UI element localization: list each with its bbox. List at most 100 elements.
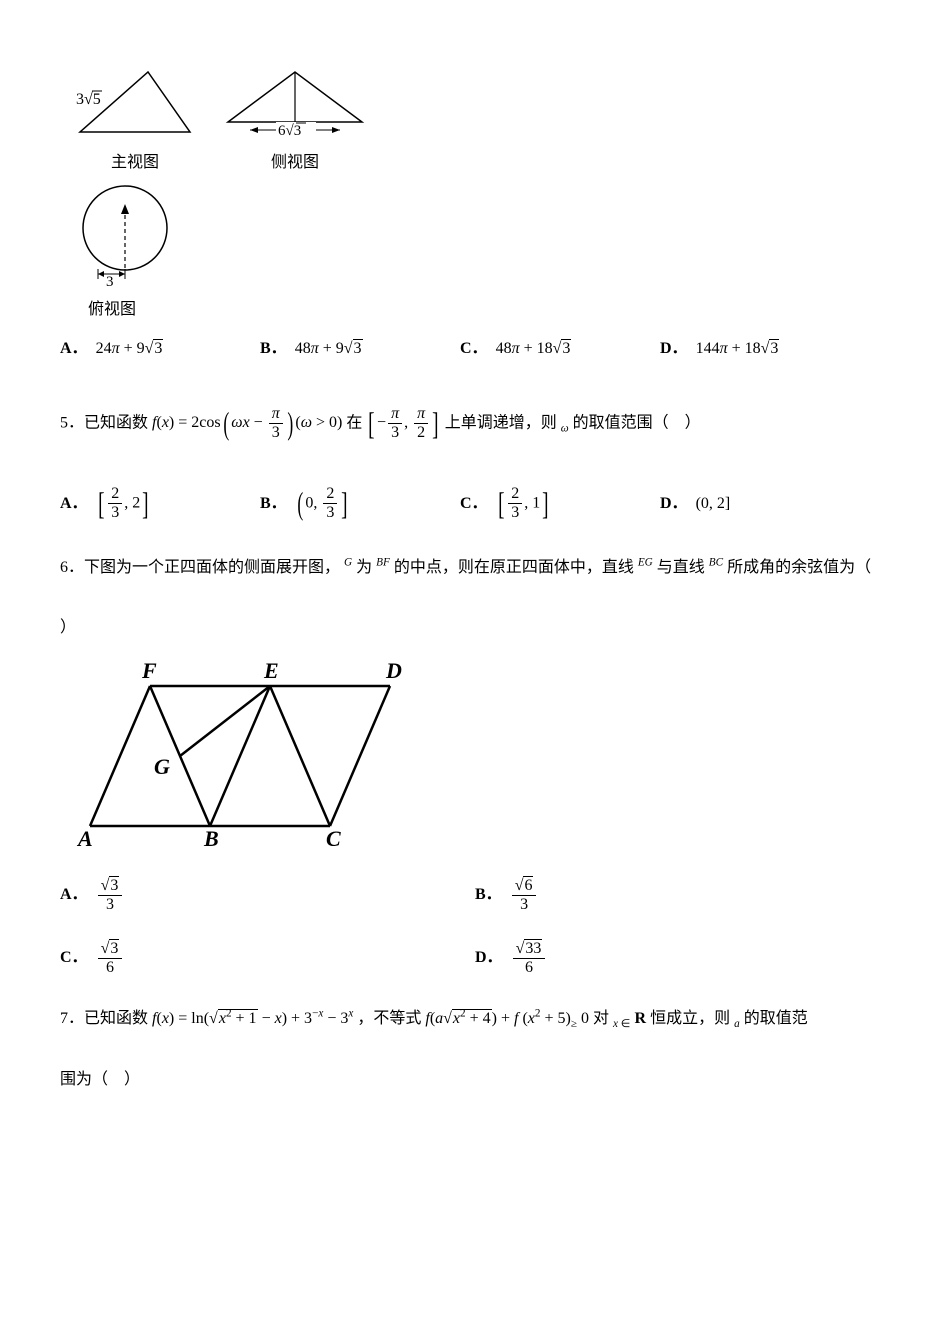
q4-option-c: C． 48π + 183 [460, 339, 660, 360]
label-F: F [141, 658, 157, 683]
q6-stem-line1: 6．下图为一个正四面体的侧面展开图， G 为 BF 的中点，则在原正四面体中，直… [60, 547, 890, 589]
q5-option-a: A． [23, 2] [60, 483, 260, 525]
q5-stem: 5．已知函数 f(x) = 2cos(ωx − π3)(ω > 0) 在 [−π… [60, 382, 890, 465]
q6-options-row2: C． 36 D． 336 [60, 941, 890, 976]
q6-option-b: B． 63 [475, 878, 890, 913]
main-view-caption: 主视图 [70, 153, 200, 174]
q7-text-c: 对 [593, 1010, 609, 1027]
top-view-radius-arrow [121, 204, 129, 214]
q6-close: ） [60, 619, 76, 636]
option-label: B． [475, 885, 502, 906]
option-label: C． [60, 948, 88, 969]
q6-text-c: 的中点，则在原正四面体中，直线 [394, 559, 634, 576]
option-body: 24π + 93 [96, 339, 164, 360]
q7-R: R [635, 1010, 647, 1027]
q5-text-end: 的取值范围（ ） [573, 414, 701, 431]
main-view-svg: 3√5 [70, 60, 200, 142]
q6-diagram-svg: A B C F E D G [70, 656, 450, 856]
option-label: D． [660, 494, 688, 515]
q7-stem-line2: 围为（ ） [60, 1062, 890, 1097]
option-label: A． [60, 339, 88, 360]
option-label: B． [260, 494, 287, 515]
views-top-row: 3√5 主视图 6√3 侧视图 [70, 60, 890, 174]
q7-xinR: x ∈ [613, 1019, 631, 1031]
option-body: 33 [96, 878, 125, 913]
q7-a: a [734, 1019, 740, 1031]
q6-number: 6． [60, 559, 84, 576]
top-view-caption: 俯视图 [88, 300, 890, 321]
q4-options: A． 24π + 93 B． 48π + 93 C． 48π + 183 D． … [60, 339, 890, 360]
option-body: [23, 2] [96, 483, 151, 525]
option-body: 48π + 93 [295, 339, 363, 360]
side-view-block: 6√3 侧视图 [220, 60, 370, 174]
q4-option-a: A． 24π + 93 [60, 339, 260, 360]
q6-EG: EG [638, 556, 653, 568]
top-view-dim-label: 3 [106, 274, 114, 290]
side-view-dim-label: 6√3 [278, 123, 301, 139]
q6-option-a: A． 33 [60, 878, 475, 913]
edge-af [90, 686, 150, 826]
q7-number: 7． [60, 1010, 84, 1027]
option-body: 336 [511, 941, 548, 976]
q7-inequality: f(ax2 + 4) + f (x2 + 5)≥ 0 [425, 1010, 593, 1027]
q5-option-d: D． (0, 2] [660, 494, 860, 515]
q6-text-b: 为 [356, 559, 372, 576]
side-view-caption: 侧视图 [220, 153, 370, 174]
label-B: B [203, 826, 219, 851]
label-C: C [326, 826, 341, 851]
q6-G: G [344, 556, 352, 568]
top-view-dim-arrow-l [98, 271, 104, 277]
q5-option-c: C． [23, 1] [460, 483, 660, 525]
q4-option-b: B． 48π + 93 [260, 339, 460, 360]
q6-text-d: 与直线 [657, 559, 705, 576]
label-A: A [76, 826, 93, 851]
option-label: C． [460, 494, 488, 515]
q7-function: f(x) = ln(x2 + 1 − x) + 3−x − 3x [152, 1010, 357, 1027]
edge-ge [180, 686, 270, 756]
option-label: D． [660, 339, 688, 360]
q7-text-e: 的取值范 [744, 1010, 808, 1027]
option-body: [23, 1] [496, 483, 551, 525]
option-body: 48π + 183 [496, 339, 572, 360]
q5-text-pre: 已知函数 [84, 414, 148, 431]
q5-option-b: B． (0, 23] [260, 483, 460, 525]
q7-stem-line1: 7．已知函数 f(x) = ln(x2 + 1 − x) + 3−x − 3x … [60, 998, 890, 1040]
top-view-dim-arrow-r [119, 271, 125, 277]
q5-function: f(x) = 2cos(ωx − π3)(ω > 0) [152, 414, 346, 431]
option-body: (0, 23] [295, 483, 350, 525]
q6-diagram-container: A B C F E D G [70, 656, 890, 863]
q5-options: A． [23, 2] B． (0, 23] C． [23, 1] D． (0, … [60, 483, 890, 525]
q4-option-d: D． 144π + 183 [660, 339, 860, 360]
edge-be [210, 686, 270, 826]
option-label: A． [60, 494, 88, 515]
main-view-block: 3√5 主视图 [70, 60, 200, 174]
side-view-dim-arrow-left [250, 127, 258, 133]
option-label: C． [460, 339, 488, 360]
side-view-dim-arrow-right [332, 127, 340, 133]
q6-BC: BC [709, 556, 723, 568]
q7-text-d: 恒成立，则 [650, 1010, 730, 1027]
main-view-label-text: 3√5 [76, 91, 101, 108]
q5-interval: [−π3, π2] [366, 414, 444, 431]
q5-text-mid: 在 [346, 414, 362, 431]
q6-BF: BF [376, 556, 390, 568]
option-label: B． [260, 339, 287, 360]
option-body: 63 [510, 878, 539, 913]
label-E: E [263, 658, 279, 683]
q5-number: 5． [60, 414, 84, 431]
q7-text-a: 已知函数 [84, 1010, 148, 1027]
q6-diagram-edges [90, 686, 390, 826]
q6-option-c: C． 36 [60, 941, 475, 976]
q5-text-post: 上单调递增，则 [445, 414, 557, 431]
three-view-figure: 3√5 主视图 6√3 侧视图 [70, 60, 890, 321]
option-label: D． [475, 948, 503, 969]
q7-line2-text: 围为（ ） [60, 1071, 140, 1088]
top-view-svg: 3 [70, 180, 190, 290]
label-G: G [154, 754, 170, 779]
option-body: (0, 2] [696, 494, 731, 515]
q6-option-d: D． 336 [475, 941, 890, 976]
q5-omega: ω [561, 422, 569, 434]
q7-text-b: ，不等式 [357, 1010, 421, 1027]
q6-stem-line2: ） [60, 610, 890, 645]
label-D: D [385, 658, 402, 683]
